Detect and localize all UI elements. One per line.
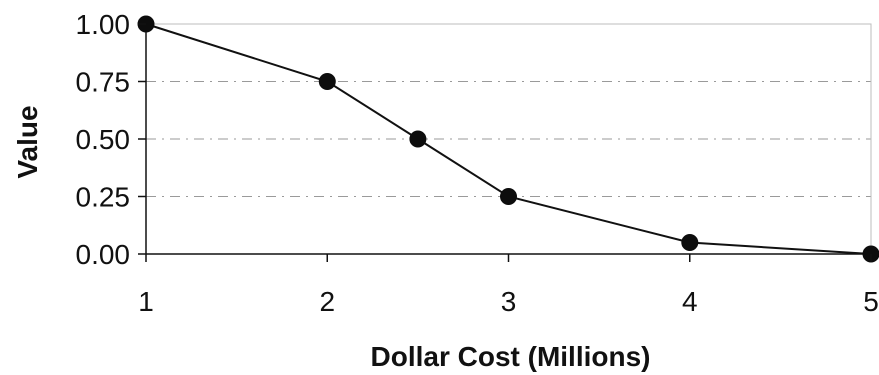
y-tick-label: 0.75 [76,67,131,98]
x-tick-label: 5 [863,286,879,317]
y-tick-label: 0.50 [76,124,131,155]
y-tick-label: 0.00 [76,239,131,270]
y-axis-title: Value [12,105,43,178]
data-point [409,130,427,148]
series-layer [137,15,879,263]
y-tick-label: 1.00 [76,9,131,40]
x-axis-title: Dollar Cost (Millions) [371,341,651,372]
x-tick-label: 4 [682,286,698,317]
series-line [145,23,872,255]
data-point [318,73,336,90]
x-tick-label: 2 [319,286,335,317]
y-tick-label: 0.25 [76,182,131,213]
data-point [500,188,517,205]
x-tick-label: 3 [501,286,517,317]
data-point [681,234,699,251]
grid-layer [146,81,871,197]
tick-label-layer: 1.00 0.75 0.50 0.25 0.001 2 3 4 5 [76,9,879,317]
x-tick-label: 1 [138,286,154,317]
